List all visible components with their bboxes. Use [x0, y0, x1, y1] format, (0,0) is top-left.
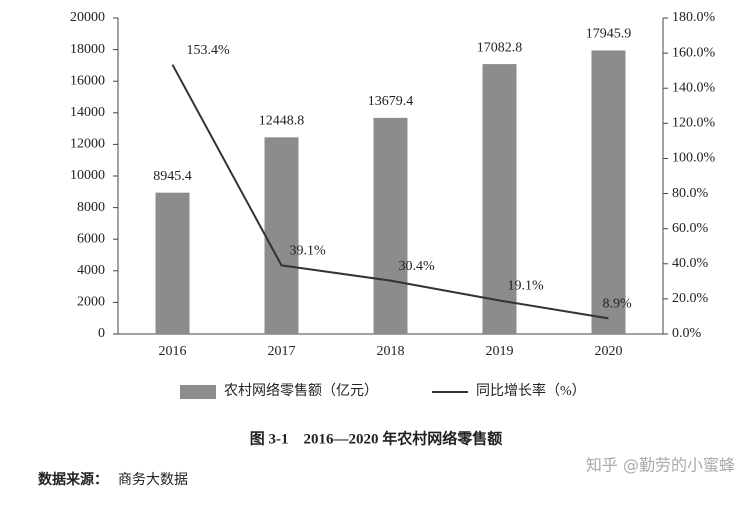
- y-tick-label: 10000: [70, 168, 105, 183]
- x-tick-label: 2019: [486, 344, 514, 359]
- bar-value-label: 8945.4: [153, 169, 192, 184]
- y-tick-label: 6000: [77, 231, 105, 246]
- source-text: 商务大数据: [118, 472, 188, 488]
- legend-label: 农村网络零售额（亿元）: [224, 383, 378, 399]
- bar: [373, 117, 408, 334]
- bar-value-label: 13679.4: [368, 94, 414, 109]
- line-value-label: 39.1%: [290, 244, 327, 259]
- x-tick-label: 2016: [159, 344, 187, 359]
- y2-tick-label: 80.0%: [672, 186, 709, 201]
- line: [171, 64, 609, 320]
- y-tick-label: 0: [98, 326, 105, 341]
- y-tick-label: 12000: [70, 137, 105, 152]
- bar: [482, 64, 517, 334]
- caption: 图 3-1 2016—2020 年农村网络零售额: [250, 429, 503, 447]
- bar: [264, 137, 299, 334]
- legend-swatch: [180, 385, 216, 399]
- y-tick-label: 18000: [70, 42, 105, 57]
- y2-tick-label: 40.0%: [672, 256, 709, 271]
- y-tick-label: 2000: [77, 295, 105, 310]
- x-tick-label: 2017: [268, 344, 296, 359]
- bar: [155, 192, 190, 334]
- bar-value-label: 12448.8: [259, 114, 305, 129]
- bar-value-label: 17945.9: [586, 27, 632, 42]
- y2-tick-label: 60.0%: [672, 221, 709, 236]
- y2-tick-label: 20.0%: [672, 291, 709, 306]
- y2-tick-label: 180.0%: [672, 10, 716, 25]
- bar: [591, 50, 626, 335]
- y2-tick-label: 160.0%: [672, 45, 716, 60]
- y2-tick-label: 120.0%: [672, 116, 716, 131]
- watermark: 知乎 @勤劳的小蜜蜂: [586, 456, 735, 475]
- y-tick-label: 8000: [77, 200, 105, 215]
- y-tick-label: 4000: [77, 263, 105, 278]
- line-value-label: 30.4%: [399, 259, 436, 274]
- y2-tick-label: 140.0%: [672, 80, 716, 95]
- y-tick-label: 14000: [70, 105, 105, 120]
- line-value-label: 8.9%: [603, 297, 633, 312]
- x-tick-label: 2020: [595, 344, 623, 359]
- line-value-label: 153.4%: [187, 43, 231, 58]
- source-label: 数据来源：: [38, 471, 108, 488]
- legend-label: 同比增长率（%）: [476, 382, 586, 399]
- x-tick-label: 2018: [377, 344, 405, 359]
- bar-value-label: 17082.8: [477, 40, 523, 55]
- y2-tick-label: 100.0%: [672, 151, 716, 166]
- y2-tick-label: 0.0%: [672, 326, 702, 341]
- y-tick-label: 16000: [70, 73, 105, 88]
- line-value-label: 19.1%: [508, 279, 545, 294]
- y-tick-label: 20000: [70, 10, 105, 25]
